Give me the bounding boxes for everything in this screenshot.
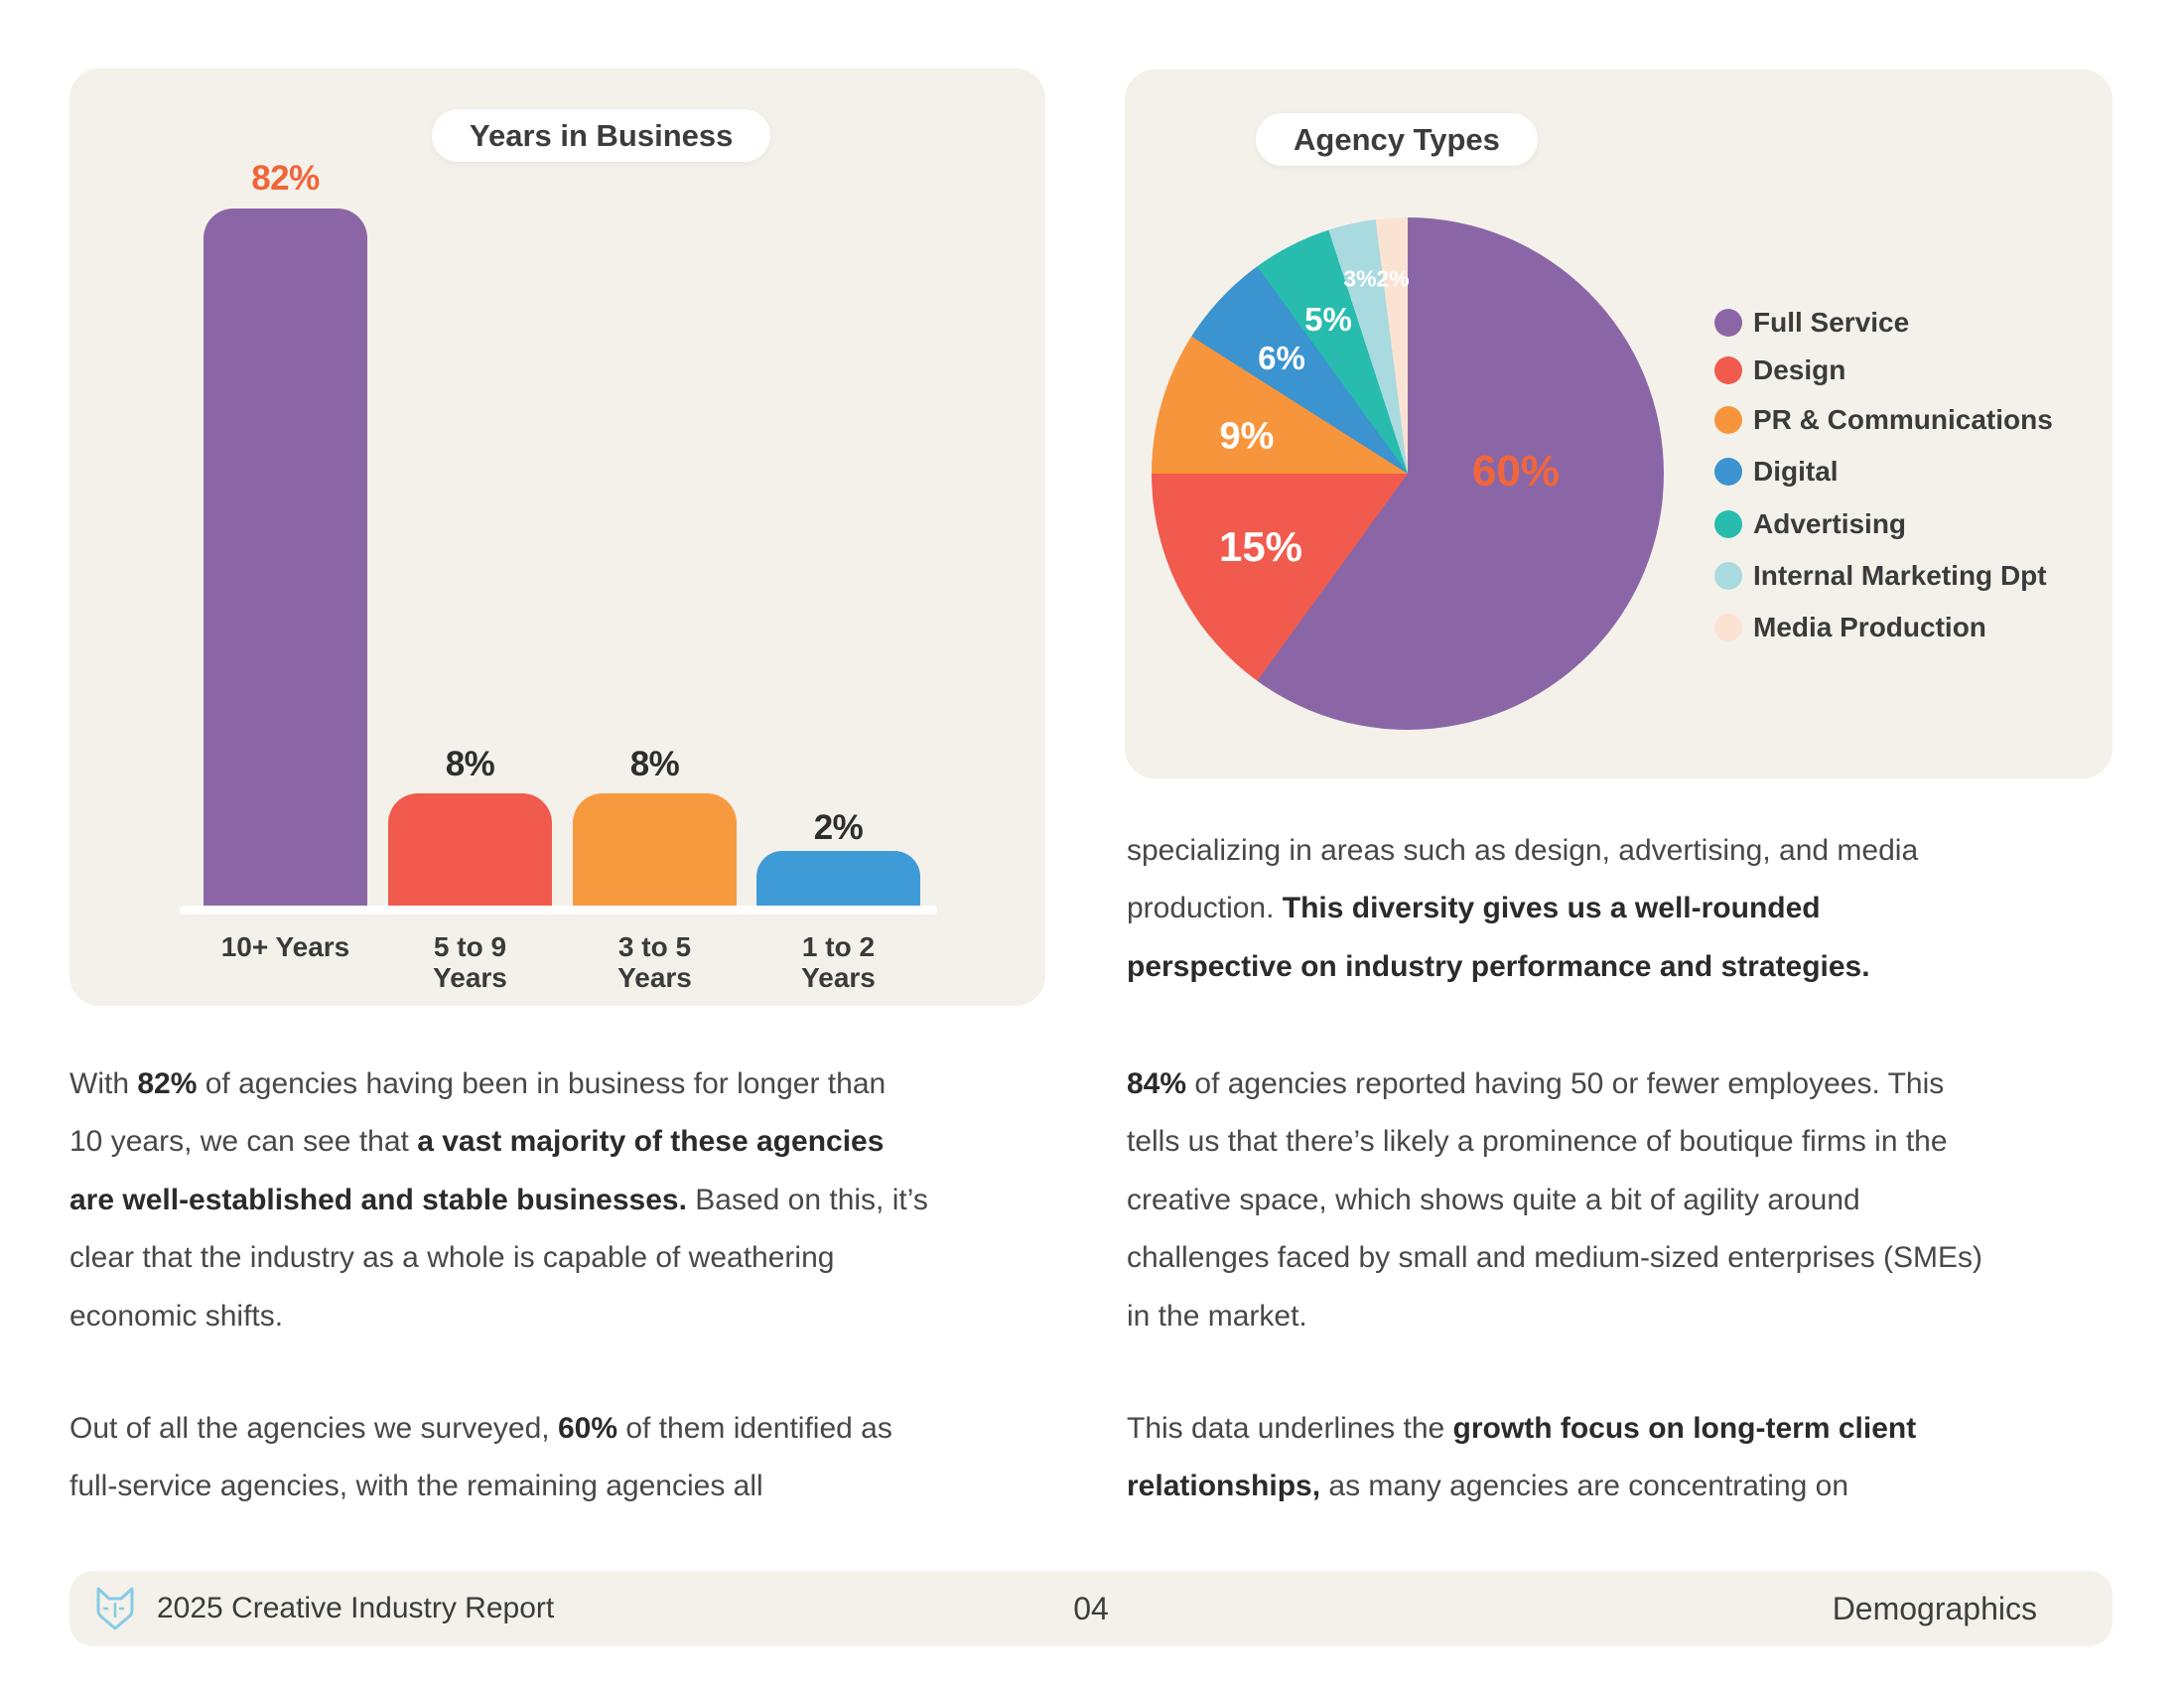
pie-chart-title: Agency Types xyxy=(1256,113,1538,166)
bar-value-label: 8% xyxy=(629,745,680,783)
pie-slice-label: 3% xyxy=(1343,265,1377,292)
legend-label: PR & Communications xyxy=(1753,404,2053,435)
bar-value-label: 82% xyxy=(251,159,320,198)
legend-item: Internal Marketing Dpt xyxy=(1714,560,2047,592)
legend-label: Full Service xyxy=(1753,307,1910,338)
legend-item: Media Production xyxy=(1714,612,1986,643)
legend-label: Digital xyxy=(1753,456,1839,487)
paragraph: This data underlines the growth focus on… xyxy=(1127,1412,1917,1503)
pie-slice-label: 60% xyxy=(1471,447,1561,495)
legend-item: PR & Communications xyxy=(1714,404,2053,436)
paragraph: With 82% of agencies having been in busi… xyxy=(69,1067,928,1333)
bar-category-label: 3 to 5 Years xyxy=(617,931,692,993)
legend-item: Digital xyxy=(1714,456,1839,488)
bar-category-label: 10+ Years xyxy=(220,931,350,962)
legend-label: Internal Marketing Dpt xyxy=(1753,560,2047,591)
bar-3 xyxy=(573,793,737,906)
pie-slice-label: 5% xyxy=(1304,301,1352,338)
footer-bar: 2025 Creative Industry Report 04 Demogra… xyxy=(69,1571,2113,1646)
bar-chart-title: Years in Business xyxy=(432,109,771,162)
legend-color-dot xyxy=(1714,309,1742,337)
legend-item: Design xyxy=(1714,354,1845,386)
pie-slice-label: 6% xyxy=(1258,340,1305,376)
legend-color-dot xyxy=(1714,562,1742,590)
fox-logo-icon xyxy=(96,1587,134,1630)
paragraph: 84% of agencies reported having 50 or fe… xyxy=(1127,1067,1983,1333)
legend-label: Media Production xyxy=(1753,612,1986,642)
pie-slice-label: 2% xyxy=(1376,265,1410,292)
paragraph: Out of all the agencies we surveyed, 60%… xyxy=(69,1412,892,1503)
pie-slice-label: 9% xyxy=(1219,415,1275,458)
bar-value-label: 8% xyxy=(445,745,495,783)
legend-label: Advertising xyxy=(1753,508,1907,539)
paragraph: specializing in areas such as design, ad… xyxy=(1127,834,1919,983)
bar-4 xyxy=(756,851,920,906)
footer-page-number: 04 xyxy=(1073,1590,1109,1626)
footer-section: Demographics xyxy=(1832,1590,2037,1626)
pie-chart xyxy=(1152,217,1664,730)
footer-brand: 2025 Creative Industry Report xyxy=(157,1592,555,1624)
legend-color-dot xyxy=(1714,458,1742,486)
bar-category-label: 1 to 2 Years xyxy=(801,931,876,993)
legend-item: Full Service xyxy=(1714,307,1909,339)
pie-slice-label: 15% xyxy=(1218,523,1303,570)
bar-value-label: 2% xyxy=(813,808,864,847)
bar-2 xyxy=(388,793,552,906)
legend-color-dot xyxy=(1714,356,1742,384)
legend-color-dot xyxy=(1714,614,1742,641)
legend-label: Design xyxy=(1753,354,1846,385)
legend-item: Advertising xyxy=(1714,508,1906,540)
legend-color-dot xyxy=(1714,510,1742,538)
legend-color-dot xyxy=(1714,406,1742,434)
bar-1 xyxy=(204,209,367,906)
bar-category-label: 5 to 9 Years xyxy=(433,931,507,993)
bar-chart-baseline xyxy=(180,906,937,914)
